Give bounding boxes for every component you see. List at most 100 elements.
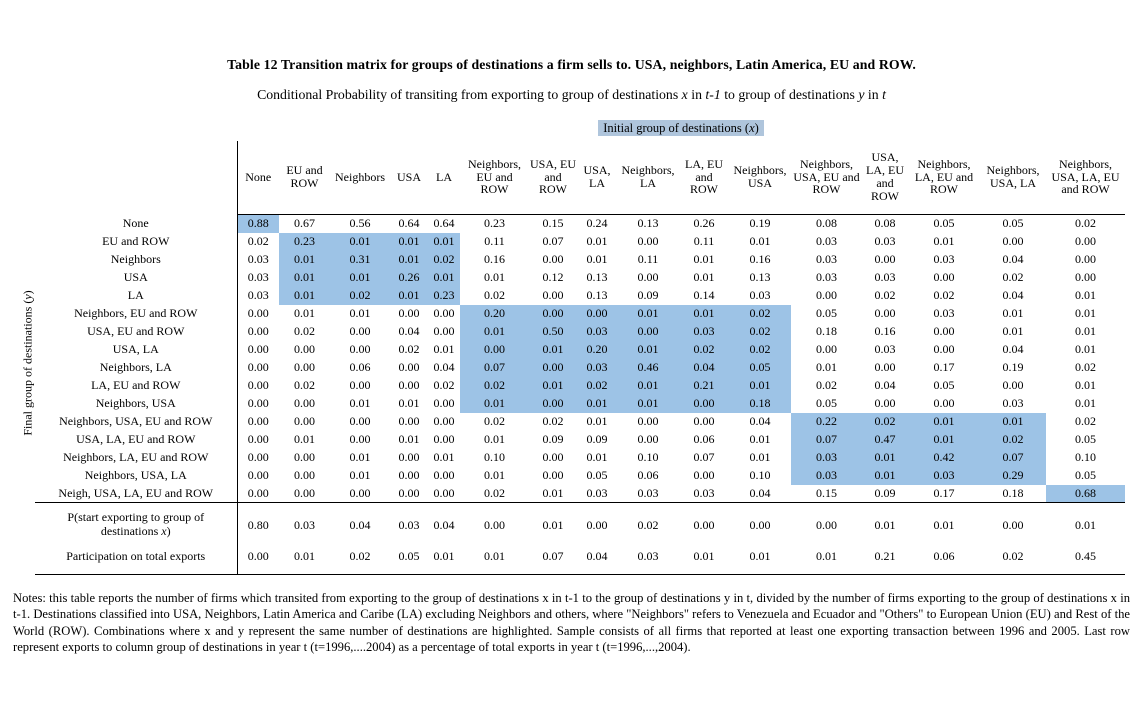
matrix-cell: 0.20 (577, 340, 617, 359)
footer-cell: 0.00 (484, 517, 505, 532)
footer-cell: 0.01 (542, 517, 564, 532)
matrix-cell: 0.01 (749, 234, 771, 248)
matrix-cell: 0.00 (294, 360, 315, 374)
matrix-cell: 0.02 (398, 342, 420, 356)
matrix-cell: 0.02 (484, 288, 505, 302)
matrix-cell: 0.03 (816, 270, 837, 284)
matrix-cell: 0.23 (428, 286, 460, 305)
matrix-cell: 0.04 (433, 360, 455, 374)
matrix-cell: 0.00 (398, 468, 420, 482)
matrix-cell: 0.01 (484, 468, 505, 482)
footer-cell: 0.04 (577, 541, 617, 575)
matrix-cell: 0.16 (484, 252, 505, 266)
matrix-cell: 0.04 (749, 414, 771, 428)
table-subtitle: Conditional Probability of transiting fr… (257, 87, 886, 102)
row-label: USA, EU and ROW (87, 324, 185, 338)
matrix-cell: 0.00 (529, 394, 577, 413)
matrix-cell: 0.07 (542, 234, 564, 248)
matrix-cell: 0.01 (460, 322, 529, 341)
matrix-cell: 0.00 (433, 414, 455, 428)
matrix-cell: 0.01 (577, 394, 617, 413)
matrix-row: Neighbors, LA, EU and ROW 0.00 0.00 0.01 0.0… (35, 448, 1125, 467)
matrix-cell: 0.03 (749, 288, 771, 302)
matrix-cell: 0.00 (236, 340, 279, 359)
column-header: USA (390, 141, 428, 215)
column-header: Neighbors, USA, LA (980, 141, 1046, 215)
column-header: Neighbors, USA, EU and ROW (791, 141, 862, 215)
matrix-cell: 0.01 (586, 234, 608, 248)
matrix-cell: 0.00 (433, 396, 455, 410)
matrix-cell: 0.09 (862, 484, 908, 503)
matrix-cell: 0.02 (484, 414, 505, 428)
row-label: LA (127, 288, 144, 302)
corner-cell (35, 141, 237, 215)
column-header: USA, LA (577, 141, 617, 215)
matrix-cell: 0.00 (236, 484, 279, 503)
matrix-cell: 0.00 (529, 358, 577, 377)
matrix-cell: 0.00 (816, 342, 837, 356)
footer-cell: 0.01 (679, 541, 729, 575)
matrix-cell: 0.06 (637, 468, 659, 482)
matrix-cell: 0.05 (586, 468, 608, 482)
matrix-row: Neighbors, USA 0.00 0.00 0.01 0.01 0.00 0.01 0.… (35, 394, 1125, 413)
matrix-cell: 0.00 (433, 468, 455, 482)
matrix-cell: 0.09 (542, 432, 564, 446)
matrix-cell: 0.00 (294, 468, 315, 482)
matrix-cell: 0.02 (729, 322, 791, 341)
matrix-cell: 0.03 (933, 306, 955, 320)
footer-cell: 0.01 (460, 541, 529, 575)
matrix-cell: 0.50 (529, 322, 577, 341)
matrix-cell: 0.13 (586, 270, 608, 284)
row-label: USA (123, 270, 148, 284)
matrix-cell: 0.88 (236, 214, 279, 233)
matrix-cell: 0.01 (428, 232, 460, 251)
matrix-cell: 0.02 (816, 378, 837, 392)
matrix-cell: 0.00 (933, 324, 955, 338)
matrix-row: Neigh, USA, LA, EU and ROW 0.00 0.00 0.00 0.… (35, 484, 1126, 503)
matrix-cell: 0.00 (1075, 252, 1097, 266)
footer-cell: 0.04 (433, 517, 455, 532)
footer-cell: 0.01 (791, 541, 862, 575)
matrix-cell: 0.04 (729, 484, 791, 503)
matrix-cell: 0.01 (390, 232, 428, 251)
matrix-cell: 0.10 (749, 468, 771, 482)
matrix-cell: 0.01 (529, 376, 577, 395)
matrix-cell: 0.10 (1075, 450, 1097, 464)
footer-cell: 0.45 (1046, 541, 1126, 575)
footer-cell: 0.02 (637, 517, 659, 532)
row-label: None (122, 216, 149, 230)
matrix-cell: 0.00 (933, 270, 955, 284)
matrix-cell: 0.13 (586, 288, 608, 302)
matrix-cell: 0.01 (294, 306, 315, 320)
matrix-cell: 0.07 (791, 430, 862, 449)
matrix-cell: 0.02 (330, 286, 390, 305)
matrix-cell: 0.00 (617, 322, 679, 341)
matrix-cell: 0.01 (693, 252, 715, 266)
matrix-cell: 0.00 (349, 342, 371, 356)
matrix-cell: 0.01 (349, 468, 371, 482)
matrix-cell: 0.14 (693, 288, 715, 302)
matrix-cell: 0.01 (586, 450, 608, 464)
matrix-cell: 0.01 (617, 376, 679, 395)
matrix-cell: 0.29 (980, 466, 1046, 485)
matrix-cell: 0.03 (617, 484, 679, 503)
matrix-cell: 0.03 (933, 252, 955, 266)
matrix-cell: 0.00 (236, 448, 279, 467)
matrix-cell: 0.02 (542, 414, 564, 428)
matrix-row: EU and ROW 0.02 0.23 0.01 0.01 0.01 0.11 0.07 0.… (35, 232, 1125, 251)
matrix-cell: 0.16 (874, 324, 896, 338)
matrix-cell: 0.01 (349, 306, 371, 320)
matrix-cell: 0.08 (816, 216, 837, 231)
matrix-cell: 0.01 (1002, 306, 1024, 320)
matrix-cell: 0.00 (294, 414, 315, 428)
matrix-cell: 0.00 (236, 430, 279, 449)
matrix-cell: 0.01 (529, 484, 577, 503)
matrix-cell: 0.05 (933, 378, 955, 392)
row-label: Neighbors, EU and ROW (74, 306, 198, 320)
matrix-cell: 0.01 (908, 430, 980, 449)
matrix-cell: 0.03 (577, 358, 617, 377)
matrix-row: LA 0.03 0.01 0.02 0.01 0.23 0.02 0.00 0.13 0.09 0.… (35, 286, 1125, 305)
matrix-cell: 0.02 (1075, 216, 1097, 231)
matrix-cell: 0.00 (693, 468, 715, 482)
